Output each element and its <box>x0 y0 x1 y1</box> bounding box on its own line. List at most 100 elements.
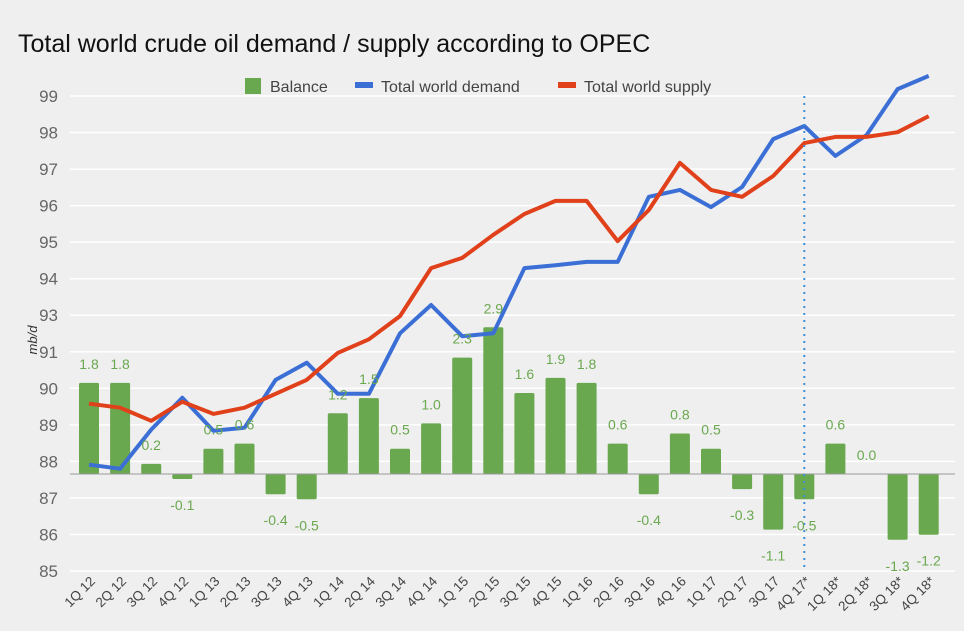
balance-data-label: 1.8 <box>577 356 597 372</box>
x-tick-label: 3Q 13 <box>248 574 285 611</box>
balance-bar <box>141 463 162 474</box>
balance-bar <box>390 448 410 474</box>
y-tick-label: 88 <box>39 452 58 471</box>
y-tick-label: 99 <box>39 87 58 106</box>
balance-data-label: 0.2 <box>141 437 161 453</box>
balance-data-label: 0.6 <box>235 417 255 433</box>
balance-data-label: -1.3 <box>886 558 910 574</box>
x-tick-label: 3Q 16 <box>621 574 658 611</box>
balance-bar <box>234 443 255 474</box>
balance-bar <box>358 398 379 474</box>
y-tick-label: 98 <box>39 124 58 143</box>
balance-data-label: 0.5 <box>701 422 721 438</box>
x-tick-label: 2Q 13 <box>217 574 254 611</box>
balance-data-label: -0.4 <box>264 512 288 528</box>
balance-data-label: -1.1 <box>761 548 785 564</box>
y-tick-label: 86 <box>39 525 58 544</box>
balance-bar <box>607 443 628 474</box>
balance-bar <box>825 443 846 474</box>
x-tick-label: 1Q 16 <box>559 574 596 611</box>
balance-data-label: -0.4 <box>637 512 661 528</box>
x-tick-label: 1Q 12 <box>62 574 99 611</box>
balance-data-label: 1.2 <box>328 386 348 402</box>
y-tick-label: 94 <box>39 270 58 289</box>
balance-data-label: -0.1 <box>170 497 194 513</box>
legend-item-demand[interactable]: Total world demand <box>355 79 520 96</box>
legend-item-balance[interactable]: Balance <box>245 78 328 96</box>
balance-bar <box>421 423 442 474</box>
balance-data-label: 1.9 <box>546 351 566 367</box>
balance-data-label: 1.6 <box>515 366 535 382</box>
balance-bar <box>452 357 473 474</box>
balance-bar <box>265 474 286 495</box>
y-tick-label: 96 <box>39 197 58 216</box>
balance-data-label: 0.0 <box>857 447 877 463</box>
balance-data-label: 0.8 <box>670 407 690 423</box>
balance-bar <box>669 433 690 474</box>
y-tick-label: 87 <box>39 489 58 508</box>
x-tick-label: 2Q 17 <box>715 574 752 611</box>
balance-bar <box>514 393 535 474</box>
x-tick-label: 4Q 12 <box>155 574 192 611</box>
balance-data-label: 0.5 <box>390 422 410 438</box>
balance-bar <box>296 474 317 500</box>
y-tick-label: 90 <box>39 379 58 398</box>
balance-bar <box>576 382 597 474</box>
x-tick-label: 4Q 18* <box>897 573 938 614</box>
x-tick-label: 2Q 15 <box>466 574 503 611</box>
legend-swatch-demand <box>355 82 373 88</box>
legend-label-balance: Balance <box>270 79 328 96</box>
supply-line <box>88 114 930 423</box>
demand-line <box>88 74 930 471</box>
balance-data-label: -1.2 <box>917 553 941 569</box>
balance-bar <box>701 448 721 474</box>
y-tick-label: 91 <box>39 343 58 362</box>
balance-bar <box>483 327 504 474</box>
balance-data-label: 2.3 <box>452 331 472 347</box>
balance-bar <box>203 448 224 474</box>
chart-title: Total world crude oil demand / supply ac… <box>18 30 650 58</box>
legend-swatch-supply <box>558 82 576 88</box>
x-tick-label: 4Q 16 <box>652 574 689 611</box>
balance-data-label: -0.3 <box>730 507 754 523</box>
x-tick-label: 2Q 12 <box>93 574 130 611</box>
balance-bar <box>918 474 939 535</box>
y-tick-label: 97 <box>39 160 58 179</box>
balance-bar <box>732 474 753 490</box>
x-tick-label: 1Q 13 <box>186 574 223 611</box>
gridlines <box>70 95 955 572</box>
balance-data-label: 0.5 <box>204 422 224 438</box>
balance-data-label: 1.0 <box>421 396 441 412</box>
balance-data-label: -0.5 <box>295 517 319 533</box>
balance-bar <box>79 382 99 474</box>
x-tick-label: 2Q 16 <box>590 574 627 611</box>
x-tick-label: 3Q 12 <box>124 574 161 611</box>
balance-data-label: 1.8 <box>110 356 130 372</box>
x-tick-label: 4Q 13 <box>279 574 316 611</box>
x-tick-label: 4Q 14 <box>404 573 441 610</box>
balance-bar <box>172 474 193 480</box>
legend-swatch-balance <box>245 78 261 94</box>
x-tick-label: 1Q 14 <box>310 573 347 610</box>
y-tick-label: 89 <box>39 416 58 435</box>
balance-bars <box>79 327 939 540</box>
balance-bar <box>763 474 784 530</box>
balance-bar <box>638 474 659 495</box>
balance-data-label: 0.6 <box>608 417 628 433</box>
balance-data-label: 1.5 <box>359 371 379 387</box>
x-tick-label: 2Q 14 <box>341 573 378 610</box>
y-tick-label: 95 <box>39 233 58 252</box>
y-tick-label: 85 <box>39 562 58 581</box>
x-tick-label: 1Q 17 <box>684 574 721 611</box>
y-tick-label: 93 <box>39 306 58 325</box>
x-tick-label: 4Q 15 <box>528 574 565 611</box>
legend-label-supply: Total world supply <box>584 79 711 96</box>
balance-bar <box>887 474 908 540</box>
x-tick-label: 1Q 15 <box>435 574 472 611</box>
legend-item-supply[interactable]: Total world supply <box>558 79 711 96</box>
y-axis-ticks: 99 98 97 96 95 94 93 91 90 89 88 87 86 85 <box>39 87 58 581</box>
balance-data-labels: 1.8 1.8 0.2 -0.1 0.5 0.6 -0.4 -0.5 1.2 1.5 0.5 1.0 2… <box>79 300 941 574</box>
legend: Balance Total world demand Total world s… <box>245 78 711 96</box>
